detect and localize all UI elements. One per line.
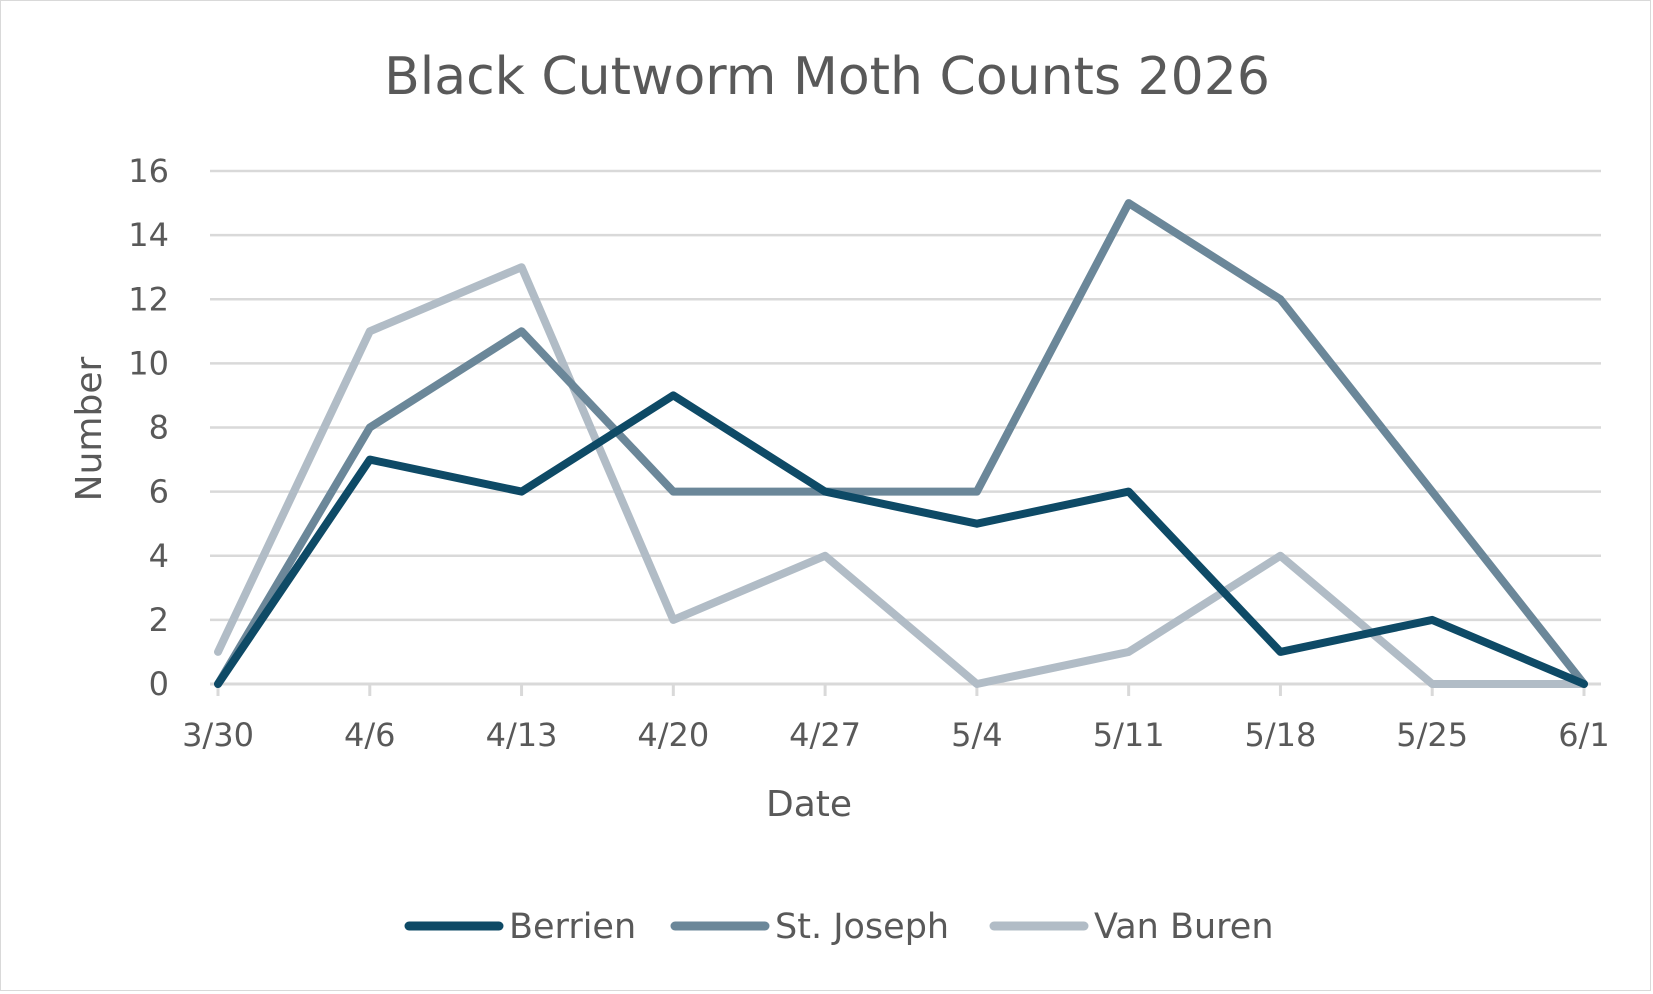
y-tick-label: 6 xyxy=(149,473,169,511)
x-tick-label: 4/27 xyxy=(789,716,861,754)
y-tick-label: 2 xyxy=(149,601,169,639)
x-tick-label: 5/18 xyxy=(1245,716,1317,754)
y-tick-label: 8 xyxy=(149,409,169,447)
y-axis-tick-labels: 0 2 4 6 8 10 12 14 16 xyxy=(128,152,169,703)
y-tick-label: 0 xyxy=(149,665,169,703)
series-line-van-buren xyxy=(214,263,1588,688)
chart-title: Black Cutworm Moth Counts 2026 xyxy=(384,47,1270,107)
y-tick-label: 14 xyxy=(128,216,169,254)
x-tick-label: 4/20 xyxy=(637,716,709,754)
legend-label-st-joseph: St. Joseph xyxy=(775,907,949,947)
x-tick-label: 3/30 xyxy=(182,716,254,754)
y-tick-label: 10 xyxy=(128,344,169,382)
series-lines xyxy=(214,199,1588,688)
legend: Berrien St. Joseph Van Buren xyxy=(404,907,1274,947)
x-tick-label: 5/11 xyxy=(1093,716,1165,754)
y-tick-label: 16 xyxy=(128,152,169,190)
series-line-st-joseph xyxy=(214,199,1588,688)
legend-label-van-buren: Van Buren xyxy=(1094,907,1274,947)
y-tick-label: 4 xyxy=(149,537,169,575)
y-axis-title: Number xyxy=(69,356,110,501)
y-tick-label: 12 xyxy=(128,280,169,318)
x-axis: 3/30 4/6 4/13 4/20 4/27 5/4 5/11 5/18 5/25 6/1 xyxy=(182,682,1610,754)
x-tick-label: 5/25 xyxy=(1396,716,1468,754)
x-tick-label: 4/6 xyxy=(344,716,396,754)
x-tick-label: 6/1 xyxy=(1558,716,1610,754)
x-tick-label: 4/13 xyxy=(486,716,558,754)
legend-label-berrien: Berrien xyxy=(509,907,636,947)
x-axis-title: Date xyxy=(766,784,852,825)
series-line-berrien xyxy=(214,391,1588,688)
x-tick-label: 5/4 xyxy=(951,716,1003,754)
